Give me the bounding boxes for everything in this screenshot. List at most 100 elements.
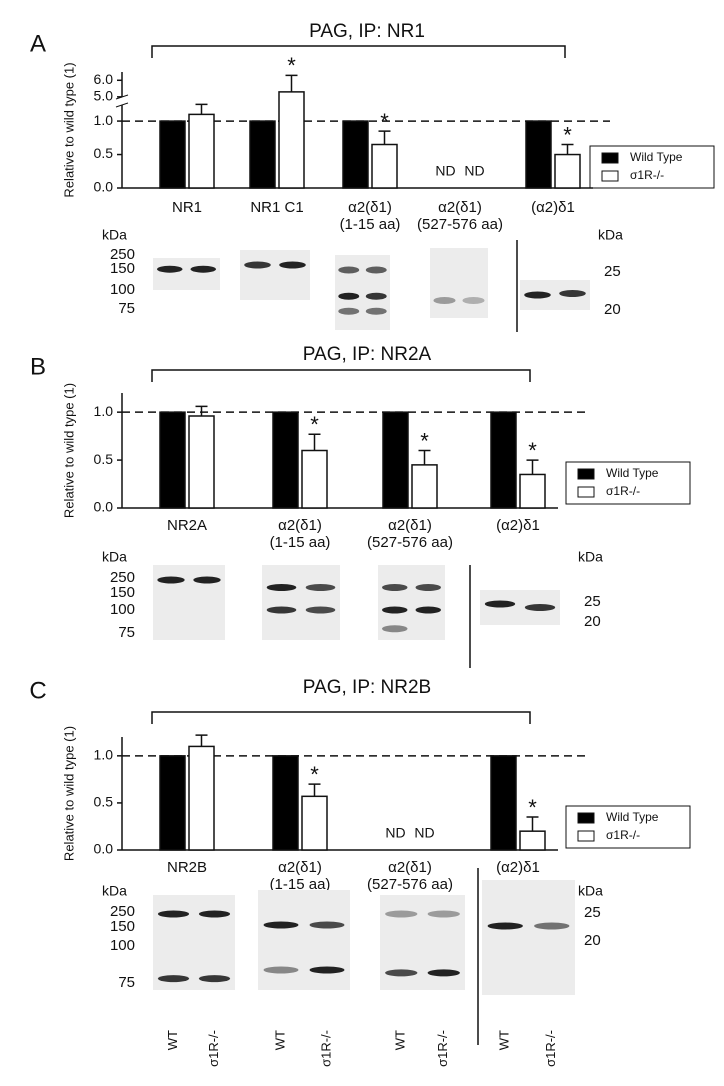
x-tick-label: (527-576 aa) (417, 216, 503, 233)
blot-marker: 100 (110, 281, 135, 298)
blot-unit: kDa (102, 883, 127, 899)
y-tick-label: 0.0 (94, 179, 114, 195)
blot-marker: 150 (110, 260, 135, 277)
blot-marker: 20 (584, 613, 601, 630)
blot-band (309, 921, 345, 929)
blot-band (382, 584, 408, 591)
blot-band (157, 975, 190, 983)
blot-image (153, 258, 220, 290)
x-tick-label: (527-576 aa) (367, 534, 453, 551)
error-bar (308, 783, 321, 797)
lane-label: σ1R-/- (435, 1030, 450, 1067)
blot-band (190, 265, 216, 273)
blot-unit: kDa (578, 883, 603, 899)
blot-marker: 25 (604, 263, 621, 280)
blot-marker: 75 (118, 300, 135, 317)
legend-label: σ1R-/- (606, 484, 640, 498)
x-tick-label: α2(δ1) (388, 859, 432, 876)
legend-label: Wild Type (606, 466, 659, 480)
x-tick-label: (527-576 aa) (367, 876, 453, 893)
panel-letter: B (30, 353, 46, 380)
blot-band (266, 584, 297, 591)
value-label: ND (414, 825, 434, 841)
blot-band (263, 921, 299, 929)
blot-band (534, 922, 570, 930)
significance-marker: * (380, 109, 389, 134)
y-tick-label: 0.0 (94, 499, 114, 515)
chart-title: PAG, IP: NR2A (303, 344, 432, 365)
lane-label: σ1R-/- (543, 1030, 558, 1067)
x-tick-label: NR2B (167, 859, 207, 876)
blot-unit: kDa (578, 549, 603, 565)
blot-band (305, 584, 336, 591)
blot-band (244, 261, 271, 269)
blot-band (365, 266, 387, 274)
chart-title: PAG, IP: NR2B (303, 677, 431, 698)
blot-band (279, 261, 306, 269)
significance-marker: * (310, 762, 319, 787)
bar (411, 464, 438, 509)
bar (519, 830, 546, 851)
bar (382, 411, 409, 509)
error-bar (308, 433, 321, 451)
error-bar (195, 405, 208, 416)
x-tick-label: α2(δ1) (438, 199, 482, 216)
legend-box (589, 145, 715, 189)
legend-swatch (601, 170, 619, 182)
lane-label: WT (165, 1030, 180, 1050)
blot-band (309, 966, 345, 974)
error-bar (526, 816, 539, 832)
legend-box (565, 805, 691, 849)
y-axis-label: Relative to wild type (1) (61, 726, 76, 861)
significance-marker: * (528, 795, 537, 820)
x-tick-label: (α2)δ1 (496, 859, 540, 876)
bar (249, 120, 276, 189)
blot-band (338, 292, 360, 300)
legend-label: Wild Type (630, 150, 683, 164)
lane-label: σ1R-/- (318, 1030, 333, 1067)
x-tick-label: (1-15 aa) (340, 216, 401, 233)
blot-band (484, 600, 516, 608)
blot-band (365, 307, 387, 315)
blot-unit: kDa (102, 549, 127, 565)
panel-letter: C (29, 677, 46, 704)
value-label: ND (385, 825, 405, 841)
y-tick-label: 6.0 (94, 71, 114, 87)
legend-swatch (577, 468, 595, 480)
blot-band (198, 910, 231, 918)
blot-image (258, 890, 350, 990)
blot-unit: kDa (102, 227, 127, 243)
error-bar (418, 449, 431, 465)
y-tick-label: 0.5 (94, 145, 114, 161)
legend-box (565, 461, 691, 505)
blot-band (157, 576, 185, 584)
legend-label: Wild Type (606, 810, 659, 824)
bar (272, 755, 299, 851)
y-tick-label: 1.0 (94, 747, 114, 763)
blot-band (338, 307, 360, 315)
x-tick-label: NR1 C1 (250, 199, 303, 216)
blot-band (415, 584, 441, 591)
blot-band (487, 922, 523, 930)
legend-swatch (577, 486, 595, 498)
y-tick-label: 1.0 (94, 112, 114, 128)
lane-label: WT (272, 1030, 287, 1050)
legend-label: σ1R-/- (630, 168, 664, 182)
y-tick-label: 0.0 (94, 841, 114, 857)
bar (272, 411, 299, 509)
significance-marker: * (287, 53, 296, 78)
blot-band (266, 606, 297, 614)
significance-marker: * (420, 428, 429, 453)
blot-band (415, 606, 441, 614)
bar (490, 755, 517, 851)
error-bar (195, 103, 208, 115)
x-tick-label: NR1 (172, 199, 202, 216)
significance-marker: * (528, 438, 537, 463)
x-tick-label: α2(δ1) (388, 517, 432, 534)
blot-marker: 75 (118, 974, 135, 991)
bar (301, 449, 328, 509)
bar (490, 411, 517, 509)
bar (188, 745, 215, 851)
bar (278, 91, 305, 189)
blot-band (385, 969, 418, 977)
